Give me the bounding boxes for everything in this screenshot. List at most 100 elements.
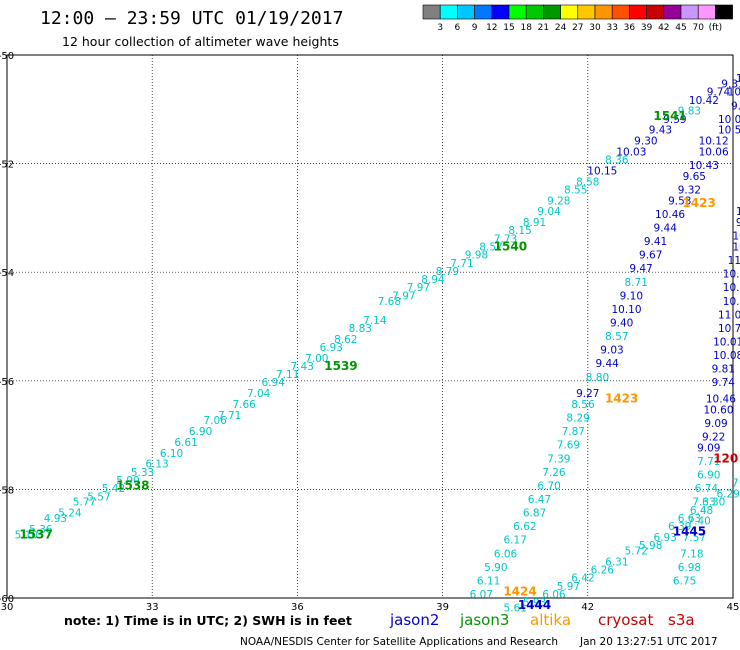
colorbar-label: 36 <box>624 23 636 33</box>
wave-height-label: 9.97 <box>731 100 740 112</box>
chart-title: 12:00 — 23:59 UTC 01/19/2017 <box>40 8 343 29</box>
wave-height-label: 7.11 <box>276 369 299 381</box>
wave-height-label: 5.93 <box>523 597 546 609</box>
wave-height-label: 9.47 <box>629 263 652 275</box>
wave-height-label: 6.48 <box>690 505 713 517</box>
wave-height-label: 9.09 <box>697 442 720 454</box>
wave-height-label: 9.40 <box>610 318 633 330</box>
wave-height-label: 9.67 <box>639 250 662 262</box>
plot-frame <box>6 54 734 599</box>
wave-height-label: 9.09 <box>704 418 727 430</box>
footer-credit: NOAA/NESDIS Center for Satellite Applica… <box>240 636 558 648</box>
wave-height-label: 9.43 <box>649 125 672 137</box>
colorbar-label: 18 <box>520 23 532 33</box>
wave-height-label: 6.74 <box>695 483 719 495</box>
wave-height-label: 9.65 <box>683 171 706 183</box>
wave-height-label: 10.09 <box>723 269 740 281</box>
satellite-name-jason3: jason3 <box>459 611 509 629</box>
y-tick-label: -52 <box>0 160 14 171</box>
wave-height-label: 11.03 <box>718 309 740 321</box>
wave-height-label: 6.30 <box>702 497 725 509</box>
wave-height-label: 6.29 <box>716 489 739 501</box>
wave-height-label: 10.87 <box>728 87 740 99</box>
wave-height-label: 10.16 <box>732 231 740 243</box>
colorbar-label: 30 <box>589 23 601 33</box>
wave-height-label: 8.79 <box>436 266 459 278</box>
colorbar-label: 27 <box>572 23 583 33</box>
wave-height-label: 9.74 <box>707 87 731 99</box>
wave-height-label: 6.75 <box>673 575 696 587</box>
y-tick-label: -56 <box>0 377 14 388</box>
x-tick-label: 42 <box>581 602 594 613</box>
wave-height-label: 6.17 <box>504 535 527 547</box>
x-tick-label: 30 <box>1 602 14 613</box>
wave-height-label: 7.06 <box>203 415 227 427</box>
wave-height-label: 6.90 <box>189 426 212 438</box>
pass-number-label: 1444 <box>518 598 551 612</box>
wave-height-label: 7.66 <box>232 399 256 411</box>
wave-height-label: 10.94 <box>732 241 740 253</box>
wave-height-label: 10.10 <box>611 304 641 316</box>
wave-height-label: 5.42 <box>102 483 125 495</box>
wave-height-label: 10.46 <box>655 209 685 221</box>
pass-number-label: 1538 <box>116 478 149 492</box>
colorbar-label: 12 <box>486 23 497 33</box>
colorbar-label: 9 <box>472 23 478 33</box>
wave-height-label: 7.04 <box>247 388 271 400</box>
y-tick-label: -60 <box>0 594 14 605</box>
wave-height-label: 9.32 <box>678 184 701 196</box>
colorbar-label: 3 <box>437 23 443 33</box>
wave-height-label: 10.03 <box>616 146 646 158</box>
wave-height-label: 5.97 <box>557 581 580 593</box>
wave-height-label: 10.43 <box>689 160 719 172</box>
wave-height-label: 7.18 <box>680 548 703 560</box>
wave-height-label: 10.0 <box>736 73 740 85</box>
wave-height-label: 10.60 <box>703 404 733 416</box>
wave-height-label: 7.71 <box>697 456 720 468</box>
colorbar-swatch <box>457 4 475 20</box>
wave-height-label: 8.71 <box>625 277 648 289</box>
colorbar-swatch <box>508 4 527 20</box>
pass-number-label: 1541 <box>653 109 686 123</box>
colorbar-label: 45 <box>675 23 686 33</box>
colorbar-swatch <box>577 4 596 20</box>
colorbar-label: 15 <box>503 23 514 33</box>
x-tick-label: 33 <box>146 602 159 613</box>
wave-height-label: 10.53 <box>718 125 740 137</box>
colorbar-swatch <box>525 4 544 20</box>
wave-height-label: 9.03 <box>600 345 623 357</box>
wave-height-label: 6.31 <box>605 556 628 568</box>
wave-height-label: 9.22 <box>702 432 725 444</box>
wave-height-label: 6.61 <box>174 437 197 449</box>
wave-height-label: 5.24 <box>58 508 82 520</box>
wave-height-label: 9.30 <box>634 136 657 148</box>
wave-height-label: 8.91 <box>523 217 546 229</box>
wave-height-label: 6.94 <box>262 377 286 389</box>
x-tick-label: 45 <box>727 602 740 613</box>
wave-height-label: 6.06 <box>542 589 566 601</box>
wave-height-label: 7.14 <box>363 315 387 327</box>
wave-height-label: 6.06 <box>494 548 518 560</box>
colorbar-swatch <box>594 4 613 20</box>
wave-height-label: 4.93 <box>44 513 67 525</box>
pass-number-label: 1424 <box>503 584 536 598</box>
wave-height-label: 6.47 <box>528 494 551 506</box>
wave-height-label: 5.57 <box>87 491 110 503</box>
wave-height-label: 6.87 <box>523 508 546 520</box>
wave-height-label: 9.98 <box>465 250 488 262</box>
wave-height-label: 7.97 <box>407 282 430 294</box>
y-tick-label: -50 <box>0 51 14 62</box>
colorbar-swatch <box>491 4 510 20</box>
wave-height-label: 8.15 <box>508 225 531 237</box>
colorbar-label: 70 <box>692 23 704 33</box>
wave-height-label: 8.83 <box>349 323 372 335</box>
colorbar-swatch <box>439 4 458 20</box>
wave-height-label: 7.00 <box>305 353 328 365</box>
wave-height-label: 5.77 <box>73 497 96 509</box>
satellite-name-jason2: jason2 <box>389 611 439 629</box>
wave-height-label: 7.39 <box>547 453 570 465</box>
wave-height-label: 9.53 <box>668 195 691 207</box>
wave-height-label: 11.2 <box>736 206 740 218</box>
colorbar-swatch <box>646 4 665 20</box>
